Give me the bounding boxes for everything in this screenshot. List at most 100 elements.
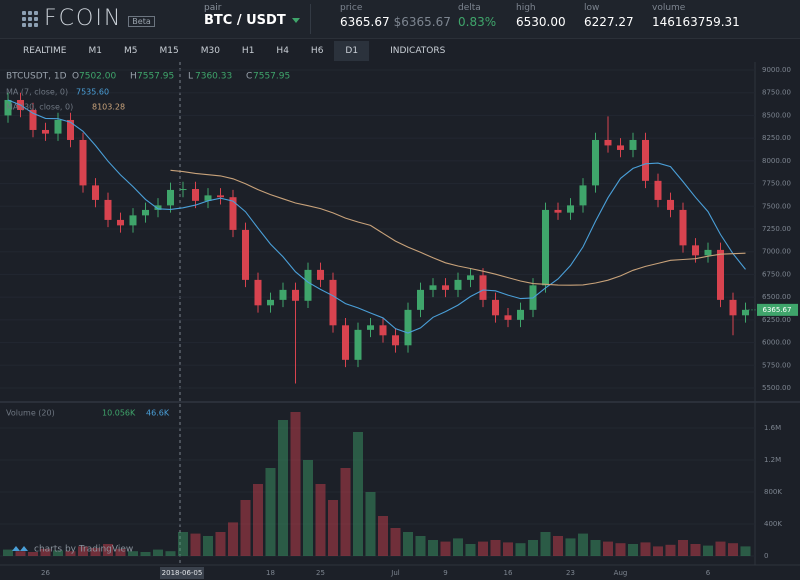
interval-tab[interactable]: H6	[310, 45, 324, 56]
volume-bar	[115, 548, 126, 556]
candle-body	[254, 279, 262, 306]
interval-tab[interactable]: D1	[334, 40, 370, 61]
volume-bar	[315, 484, 326, 556]
candle-body	[92, 185, 99, 200]
candle-body	[454, 279, 462, 290]
volume-bar	[140, 552, 151, 556]
x-tick-label: 23	[566, 569, 575, 577]
logo[interactable]: FCOIN Beta	[22, 6, 155, 31]
header: FCOIN Beta pair BTC / USDT price 6365.67 $…	[0, 0, 800, 39]
stat: price 6365.67 $6365.67	[340, 3, 451, 29]
interval-tab[interactable]: M15	[159, 45, 179, 56]
ohlc-value: 7502.00	[79, 72, 116, 82]
credit[interactable]: charts by TradingView	[34, 545, 133, 555]
volume-tick-label: 1.6M	[764, 424, 781, 432]
candle-body	[629, 139, 637, 150]
volume-bar	[203, 536, 213, 556]
moving-average	[170, 169, 746, 286]
candle-body	[642, 139, 649, 181]
candle-body	[592, 139, 599, 186]
candle-body	[617, 145, 624, 150]
volume-bar	[665, 544, 676, 556]
candle-body	[492, 299, 499, 316]
candle-body	[667, 199, 674, 210]
interval-tab[interactable]: M1	[88, 45, 102, 56]
y-tick-label: 7500.00	[762, 202, 791, 210]
ohlc-value: 7557.95	[253, 72, 290, 82]
logo-text: FCOIN	[44, 6, 123, 31]
interval-tab[interactable]: INDICATORS	[390, 45, 446, 56]
candle-body	[142, 209, 149, 216]
candle-body	[379, 325, 387, 336]
volume-bar	[728, 543, 738, 556]
volume-bar	[553, 536, 563, 556]
volume-bar	[390, 528, 401, 556]
crosshair-date-box	[160, 567, 204, 579]
volume-bar	[440, 541, 451, 556]
candle-body	[342, 325, 349, 360]
candle-body	[729, 299, 737, 316]
volume-bar	[253, 484, 263, 556]
volume-bar	[40, 548, 51, 556]
candle-body	[279, 289, 287, 300]
candle-body	[317, 269, 324, 280]
volume-bar	[153, 549, 163, 556]
interval-tab[interactable]: M5	[123, 45, 138, 56]
chart-background	[0, 62, 800, 580]
indicator-value: 7535.60	[76, 88, 109, 97]
interval-tab[interactable]: REALTIME	[23, 45, 67, 56]
x-tick-label: 25	[316, 569, 325, 577]
ohlc-key: L	[188, 72, 193, 82]
volume-bar	[428, 540, 438, 556]
candle-body	[517, 309, 524, 320]
pair-selector[interactable]: pair BTC / USDT	[204, 3, 300, 28]
ohlc-key: C	[246, 72, 252, 82]
y-tick-label: 8000.00	[762, 157, 791, 165]
interval-tab[interactable]: M30	[200, 45, 220, 56]
separator	[310, 4, 311, 34]
candle-body	[442, 285, 449, 290]
candle-body	[392, 335, 399, 346]
volume-bar	[278, 420, 288, 556]
interval-tab[interactable]: H1	[241, 45, 255, 56]
crosshair-date: 2018-06-05	[162, 569, 203, 577]
candle-body	[329, 279, 337, 326]
volume-bar	[565, 538, 576, 556]
candle-body	[4, 99, 12, 116]
candle-body	[404, 309, 412, 346]
candle-body	[267, 299, 274, 306]
candle-body	[704, 249, 712, 256]
volume-bar	[165, 551, 176, 556]
interval-tab[interactable]: H4	[276, 45, 289, 56]
volume-bar	[103, 544, 113, 556]
stat: delta 0.83%	[458, 3, 496, 29]
volume-bar	[703, 545, 713, 556]
volume-bar	[90, 548, 101, 556]
symbol: BTCUSDT, 1D	[6, 72, 67, 82]
stat-label: delta	[458, 3, 481, 13]
y-tick-label: 5500.00	[762, 384, 791, 392]
candle-body	[79, 139, 87, 186]
volume-tick-label: 400K	[764, 520, 782, 528]
volume-bar	[515, 543, 526, 556]
candle-body	[292, 289, 299, 301]
stat-value-text: 6530.00	[516, 15, 566, 29]
volume-tick-label: 0	[764, 552, 768, 560]
stat-label: price	[340, 3, 363, 13]
volume-bar	[678, 540, 688, 556]
stat-value: 6530.00	[516, 15, 566, 29]
stat-value-text: 0.83%	[458, 15, 497, 29]
candle-body	[117, 219, 124, 226]
beta-badge: Beta	[128, 16, 155, 27]
x-tick-label: 26	[41, 569, 50, 577]
plot	[0, 69, 756, 557]
volume-name: Volume (20)	[6, 409, 55, 418]
volume-bar	[740, 546, 751, 556]
ohlc-key: H	[130, 72, 137, 82]
stat-value-text: 146163759.31	[652, 15, 740, 29]
y-tick-label: 6250.00	[762, 316, 791, 324]
ohlc-value: 7557.95	[137, 72, 174, 82]
indicator-name: MA (30, close, 0)	[6, 103, 73, 112]
volume-bar	[340, 468, 351, 556]
